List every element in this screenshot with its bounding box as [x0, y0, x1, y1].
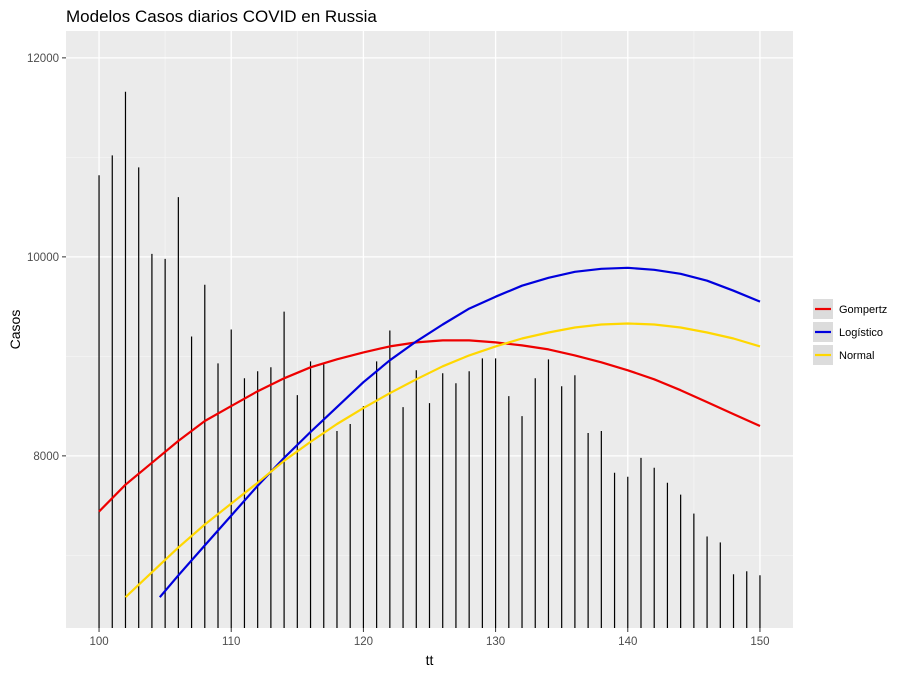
x-tick-label: 150: [750, 636, 769, 648]
x-tick-label: 140: [618, 636, 637, 648]
observed-spikes: [98, 91, 761, 628]
chart-title: Modelos Casos diarios COVID en Russia: [66, 7, 377, 26]
y-tick-label: 8000: [33, 451, 59, 463]
x-axis-ticks: 100 110 120 130 140 150: [89, 628, 770, 648]
y-axis-title: Casos: [7, 310, 23, 350]
series-line-gompertz: [98, 339, 761, 513]
x-tick-label: 130: [486, 636, 505, 648]
y-tick-label: 12000: [27, 53, 59, 65]
legend-label: Normal: [839, 350, 874, 362]
x-tick-label: 120: [354, 636, 373, 648]
model-lines: [98, 266, 761, 599]
x-tick-label: 110: [222, 636, 240, 648]
series-line-logístico: [158, 266, 761, 598]
legend-label: Logístico: [839, 327, 883, 339]
x-axis-title: tt: [426, 652, 434, 668]
series-line-normal: [124, 322, 761, 599]
legend-label: Gompertz: [839, 304, 887, 316]
y-tick-label: 10000: [27, 252, 59, 264]
x-tick-label: 100: [89, 636, 108, 648]
y-axis-ticks: 8000 10000 12000: [27, 53, 66, 463]
legend: Gompertz Logístico Normal: [813, 299, 887, 365]
